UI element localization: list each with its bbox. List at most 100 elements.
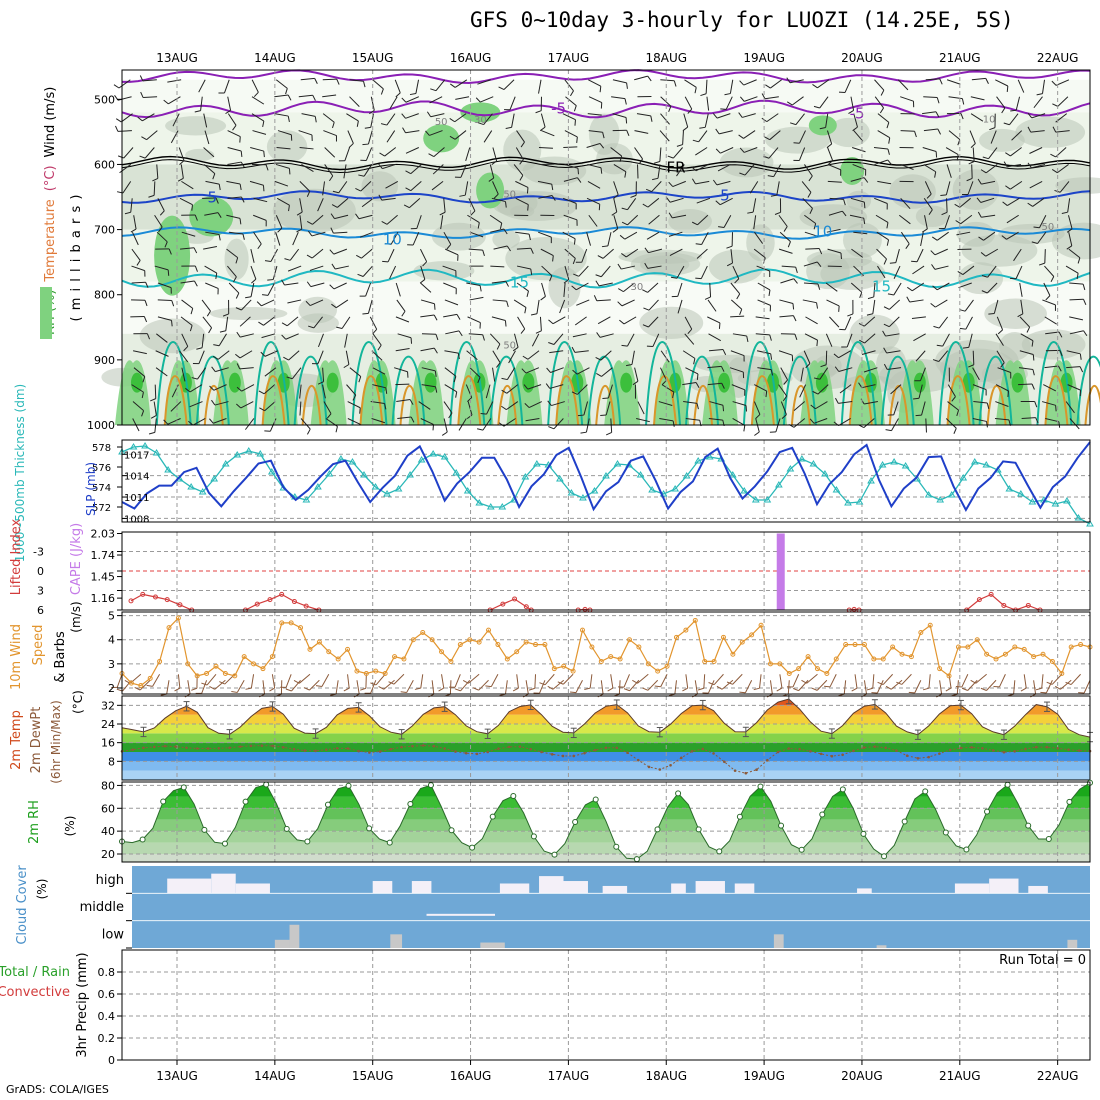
wind-barb bbox=[577, 384, 588, 395]
wind-barb bbox=[1032, 197, 1045, 207]
wind-barb bbox=[1006, 231, 1019, 240]
wind-barb bbox=[274, 180, 289, 187]
wind-speed-point bbox=[1040, 651, 1046, 657]
wind-barb bbox=[874, 79, 885, 91]
wind-barb bbox=[1043, 282, 1051, 296]
wind-speed-point bbox=[298, 625, 304, 631]
wind-barb-flag bbox=[642, 203, 649, 208]
wind-barb bbox=[323, 401, 332, 414]
wind-barb bbox=[550, 367, 564, 373]
wind-barb-flag bbox=[768, 289, 771, 296]
wind-barb bbox=[130, 198, 133, 213]
wind-barb bbox=[552, 316, 566, 325]
wind-barb bbox=[789, 79, 804, 84]
wind-barb bbox=[980, 197, 995, 203]
wind-barb bbox=[420, 314, 435, 318]
wind-barb bbox=[410, 164, 422, 175]
temperature-contour bbox=[359, 375, 384, 426]
wind-barb bbox=[863, 367, 878, 373]
wind-barb bbox=[648, 316, 659, 328]
rh-color-band bbox=[122, 831, 1090, 843]
thickness-point bbox=[164, 466, 172, 473]
wind-barb-flag bbox=[194, 110, 201, 113]
wind-barb-flag bbox=[988, 312, 995, 315]
wind-barb-flag bbox=[647, 75, 652, 82]
wind-barb bbox=[229, 231, 244, 235]
wind-barb bbox=[132, 350, 147, 355]
wind-barb-flag bbox=[645, 188, 652, 193]
bottom-date-label: 20AUG bbox=[841, 1069, 883, 1083]
wind-barb bbox=[583, 401, 589, 416]
wind-barb-10m bbox=[843, 680, 847, 695]
temperature-contour bbox=[122, 69, 1091, 85]
wind-barb bbox=[825, 113, 829, 128]
wind-barb-flag bbox=[652, 177, 659, 181]
wind-barb-flag bbox=[329, 249, 335, 255]
wind-barb bbox=[696, 197, 711, 204]
dewpt-point bbox=[959, 746, 963, 750]
wind-barb-flag bbox=[956, 409, 960, 417]
rh-grey-patch bbox=[915, 205, 949, 228]
wind-barb bbox=[587, 163, 602, 169]
thickness-point bbox=[314, 483, 322, 490]
wind-barb bbox=[916, 248, 924, 262]
wind-barb-10m bbox=[939, 680, 943, 695]
wind-barb bbox=[538, 195, 553, 199]
wind-speed-point bbox=[448, 658, 454, 664]
wind-barb bbox=[719, 197, 733, 206]
wind-barb-flag bbox=[632, 380, 639, 386]
wind-barb-flag bbox=[164, 241, 168, 248]
wind-speed-point bbox=[439, 649, 445, 655]
precip-ylabel-3: 3hr Precip (mm) bbox=[75, 952, 90, 1057]
wind-barb-flag bbox=[770, 194, 777, 197]
wind-barb bbox=[253, 197, 268, 203]
wind-barb bbox=[1029, 147, 1043, 154]
wind-barb-10m bbox=[250, 674, 255, 689]
wind-speed-point bbox=[974, 637, 980, 643]
dewpt-point bbox=[873, 745, 877, 748]
wind-barb-flag bbox=[721, 383, 725, 389]
wind-barb-10m bbox=[441, 674, 445, 689]
wind-barb bbox=[538, 231, 552, 238]
li-point bbox=[1001, 602, 1007, 608]
rh-point bbox=[1045, 836, 1052, 843]
wind-barb bbox=[730, 299, 743, 310]
cloud-high-block bbox=[695, 881, 725, 894]
wind-speed-point bbox=[918, 630, 924, 635]
wind-barb-flag bbox=[687, 328, 693, 335]
wind-barb bbox=[317, 198, 324, 212]
wind-barb-10m-flag bbox=[360, 687, 367, 691]
temperature-contour bbox=[938, 340, 975, 426]
wind-barb bbox=[1041, 79, 1046, 94]
cape-ytick-label: 2.03 bbox=[91, 527, 116, 540]
wind-barb-flag bbox=[738, 134, 744, 139]
wind-barb bbox=[938, 350, 949, 362]
wind-barb bbox=[997, 367, 1011, 373]
li-line bbox=[489, 598, 532, 611]
wind-barb-10m-flag bbox=[529, 687, 536, 691]
wind-barb-10m bbox=[116, 674, 123, 688]
dewpt-point bbox=[131, 748, 135, 751]
bottom-date-label: 13AUG bbox=[156, 1069, 198, 1083]
thickness-point bbox=[798, 455, 806, 462]
thickness-point bbox=[705, 453, 714, 460]
wind-barb bbox=[844, 316, 852, 330]
wind-barb bbox=[198, 350, 205, 364]
wind-barb-flag bbox=[141, 136, 147, 141]
wind-barb-flag bbox=[401, 310, 406, 317]
wind-barb-flag bbox=[739, 80, 745, 86]
wind-barb bbox=[657, 164, 661, 179]
wind-barb-flag bbox=[405, 187, 412, 192]
rh-point bbox=[819, 811, 826, 818]
wind-barb-flag bbox=[736, 293, 741, 300]
wind-barb bbox=[805, 316, 818, 325]
wind-barb-flag bbox=[682, 126, 689, 132]
wind-barb bbox=[838, 367, 853, 372]
wind-barb bbox=[387, 248, 395, 263]
wind-barb-10m bbox=[201, 680, 208, 694]
wind-barb-10m-flag bbox=[824, 685, 831, 688]
wind-barb bbox=[700, 265, 708, 279]
wind-barb-10m-flag bbox=[697, 687, 704, 691]
wind-barb-flag bbox=[401, 113, 406, 119]
wind-barb bbox=[764, 96, 779, 100]
